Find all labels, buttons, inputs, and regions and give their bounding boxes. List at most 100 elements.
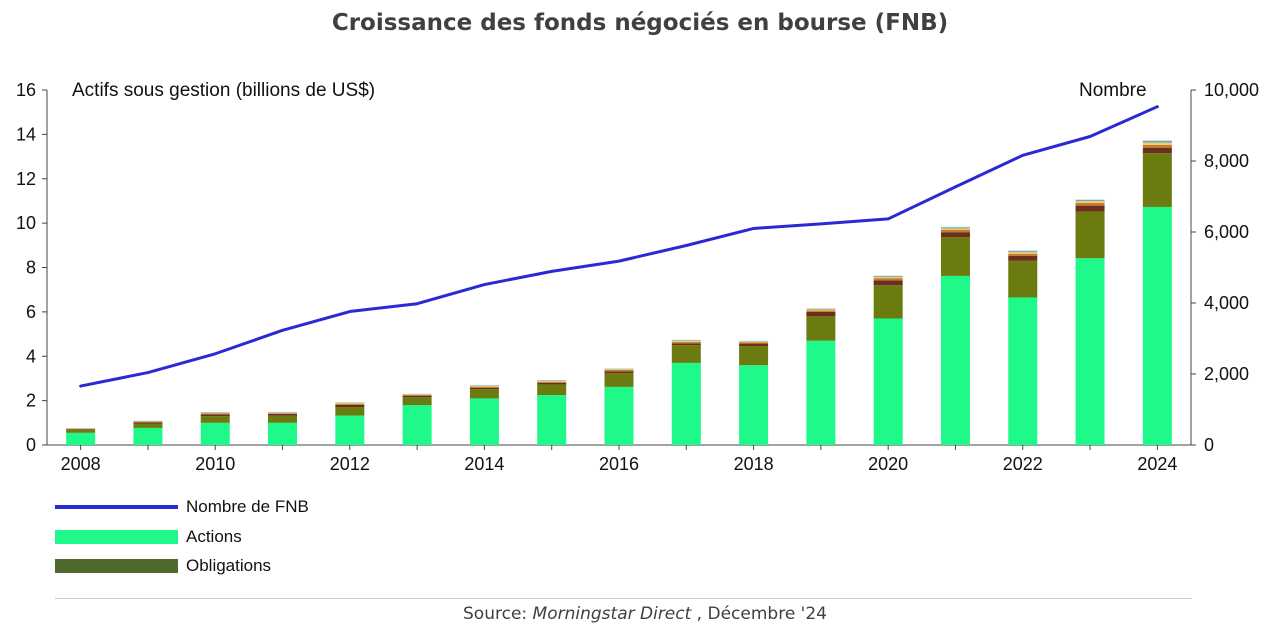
bar-segment-series-7 xyxy=(268,411,298,413)
bar-segment-series-4 xyxy=(806,310,836,312)
x-tick-label: 2010 xyxy=(195,454,235,474)
x-tick-label: 2020 xyxy=(868,454,908,474)
bar-segment-series-4 xyxy=(1008,253,1038,256)
bar-segment-series-3 xyxy=(1008,255,1038,261)
bar-segment-series-5 xyxy=(1008,252,1038,254)
bar-segment-series-4 xyxy=(940,230,970,233)
left-tick-label: 8 xyxy=(26,258,36,278)
bar-segment-series-4 xyxy=(1142,144,1172,148)
bar-segment-series-4 xyxy=(268,413,298,414)
left-y-axis: 0 2 4 6 8 10 12 14 16 xyxy=(16,80,48,455)
x-tick-label: 2014 xyxy=(464,454,504,474)
bar-segment-series-3 xyxy=(873,280,903,286)
bar-segment-actions xyxy=(739,365,769,445)
right-tick-label: 6,000 xyxy=(1204,222,1249,242)
bar-segment-series-7 xyxy=(469,384,499,386)
bar-segment-series-7 xyxy=(537,379,567,381)
bar-segment-series-3 xyxy=(806,311,836,317)
bar-segment-series-3 xyxy=(1075,205,1105,212)
legend-swatch-line xyxy=(55,505,178,509)
bar-segment-series-7 xyxy=(402,393,432,395)
bar-segment-series-4 xyxy=(469,386,499,388)
left-axis-label: Actifs sous gestion (billions de US$) xyxy=(72,80,375,101)
bar-segment-series-3 xyxy=(1142,147,1172,154)
source-divider xyxy=(55,598,1192,599)
bar-segment-series-6 xyxy=(873,275,903,277)
bar-segment-actions xyxy=(806,340,836,445)
right-tick-label: 4,000 xyxy=(1204,293,1249,313)
x-tick-label: 2016 xyxy=(599,454,639,474)
bar-segment-obligations xyxy=(604,373,634,387)
bar-segment-series-5 xyxy=(604,369,634,371)
bar-segment-series-6 xyxy=(806,308,836,310)
bar-segment-obligations xyxy=(1008,260,1038,298)
right-tick-label: 0 xyxy=(1204,435,1214,455)
bar-segment-series-3 xyxy=(671,343,701,346)
right-tick-label: 2,000 xyxy=(1204,364,1249,384)
bar-segment-series-7 xyxy=(671,339,701,341)
bar-segment-series-6 xyxy=(335,402,365,404)
bar-segment-series-5 xyxy=(739,341,769,343)
bar-segment-series-3 xyxy=(200,414,230,417)
bar-segment-series-6 xyxy=(1075,200,1105,202)
source-prefix: Source: xyxy=(463,604,533,624)
bar-segment-actions xyxy=(335,415,365,445)
bar-segment-series-5 xyxy=(469,385,499,387)
bar-segment-series-3 xyxy=(537,382,567,385)
bar-segment-series-6 xyxy=(1142,141,1172,143)
right-axis-label: Nombre xyxy=(1079,80,1147,101)
bar-segment-series-5 xyxy=(940,228,970,231)
bar-segment-actions xyxy=(1008,297,1038,445)
legend-label: Obligations xyxy=(186,556,272,575)
bar-segment-series-6 xyxy=(671,340,701,341)
x-tick-label: 2024 xyxy=(1137,454,1177,474)
bar-segment-series-7 xyxy=(1008,250,1038,252)
source-publication: Morningstar Direct xyxy=(532,604,692,624)
bar-segment-series-6 xyxy=(604,368,634,370)
bar-segment-series-5 xyxy=(1075,201,1105,203)
bar-segment-series-3 xyxy=(739,343,769,347)
bar-segment-series-5 xyxy=(1142,142,1172,145)
bar-segment-series-4 xyxy=(1075,202,1105,206)
bar-segment-series-5 xyxy=(671,340,701,343)
bar-segment-obligations xyxy=(1075,211,1105,259)
legend-label: Nombre de FNB xyxy=(186,497,309,516)
left-tick-label: 14 xyxy=(16,124,36,144)
chart-title: Croissance des fonds négociés en bourse … xyxy=(331,10,949,36)
bar-segment-actions xyxy=(671,362,701,445)
bar-segment-obligations xyxy=(873,285,903,319)
bar-segment-obligations xyxy=(200,416,230,423)
bar-segment-series-4 xyxy=(66,429,96,430)
bar-segment-actions xyxy=(873,318,903,445)
bar-segment-series-7 xyxy=(806,308,836,309)
bar-segment-series-6 xyxy=(469,385,499,386)
legend-swatch-obligations xyxy=(55,559,178,573)
bar-segment-series-5 xyxy=(873,276,903,279)
bar-segment-actions xyxy=(402,405,432,445)
bar-segment-series-7 xyxy=(200,411,230,413)
bar-segment-actions xyxy=(604,386,634,445)
right-tick-label: 10,000 xyxy=(1204,80,1259,100)
bar-segment-actions xyxy=(1142,206,1172,445)
source-note: Source: Morningstar Direct , Décembre '2… xyxy=(0,604,1269,624)
left-tick-label: 2 xyxy=(26,391,36,411)
bar-segment-obligations xyxy=(671,345,701,363)
right-y-axis: 0 2,000 4,000 6,000 8,000 10,000 xyxy=(1190,80,1259,455)
bar-segment-series-6 xyxy=(268,412,298,413)
bar-segment-obligations xyxy=(66,430,96,433)
bar-segment-actions xyxy=(469,398,499,445)
line-series xyxy=(79,105,1159,388)
x-tick-label: 2018 xyxy=(734,454,774,474)
left-tick-label: 6 xyxy=(26,302,36,322)
bar-segment-obligations xyxy=(739,346,769,366)
bar-segment-series-4 xyxy=(739,342,769,344)
bar-segment-obligations xyxy=(268,415,298,423)
bar-segment-series-3 xyxy=(940,232,970,238)
bar-series xyxy=(66,139,1172,445)
right-tick-label: 8,000 xyxy=(1204,151,1249,171)
bar-segment-series-5 xyxy=(806,309,836,311)
bar-segment-series-4 xyxy=(133,421,163,423)
bar-segment-series-7 xyxy=(739,340,769,342)
bar-segment-series-4 xyxy=(537,381,567,383)
bar-segment-actions xyxy=(133,427,163,445)
